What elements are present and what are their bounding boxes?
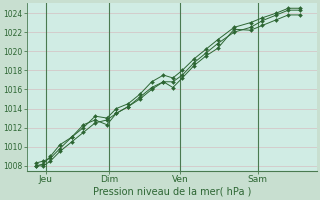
X-axis label: Pression niveau de la mer( hPa ): Pression niveau de la mer( hPa ) — [92, 187, 251, 197]
